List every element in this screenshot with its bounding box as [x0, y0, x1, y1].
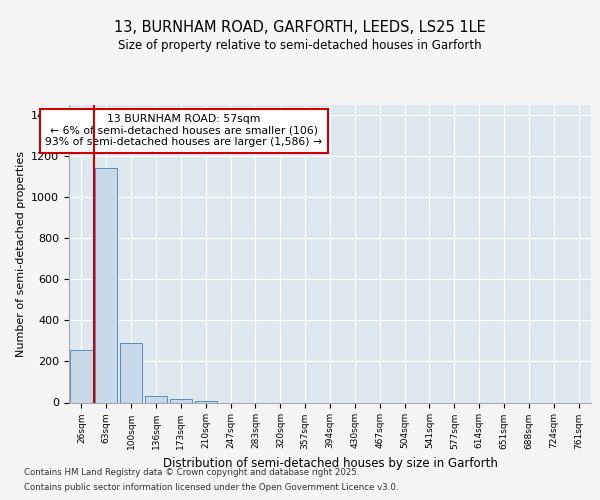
Bar [145, 396, 167, 402]
Text: Contains HM Land Registry data © Crown copyright and database right 2025.: Contains HM Land Registry data © Crown c… [24, 468, 359, 477]
Text: Size of property relative to semi-detached houses in Garforth: Size of property relative to semi-detach… [118, 38, 482, 52]
Bar [120, 343, 142, 402]
Bar [70, 350, 92, 403]
X-axis label: Distribution of semi-detached houses by size in Garforth: Distribution of semi-detached houses by … [163, 457, 497, 470]
Y-axis label: Number of semi-detached properties: Number of semi-detached properties [16, 151, 26, 357]
Text: 13, BURNHAM ROAD, GARFORTH, LEEDS, LS25 1LE: 13, BURNHAM ROAD, GARFORTH, LEEDS, LS25 … [114, 20, 486, 35]
Text: Contains public sector information licensed under the Open Government Licence v3: Contains public sector information licen… [24, 483, 398, 492]
Bar [95, 168, 118, 402]
Text: 13 BURNHAM ROAD: 57sqm
← 6% of semi-detached houses are smaller (106)
93% of sem: 13 BURNHAM ROAD: 57sqm ← 6% of semi-deta… [45, 114, 322, 147]
Bar [170, 400, 192, 402]
